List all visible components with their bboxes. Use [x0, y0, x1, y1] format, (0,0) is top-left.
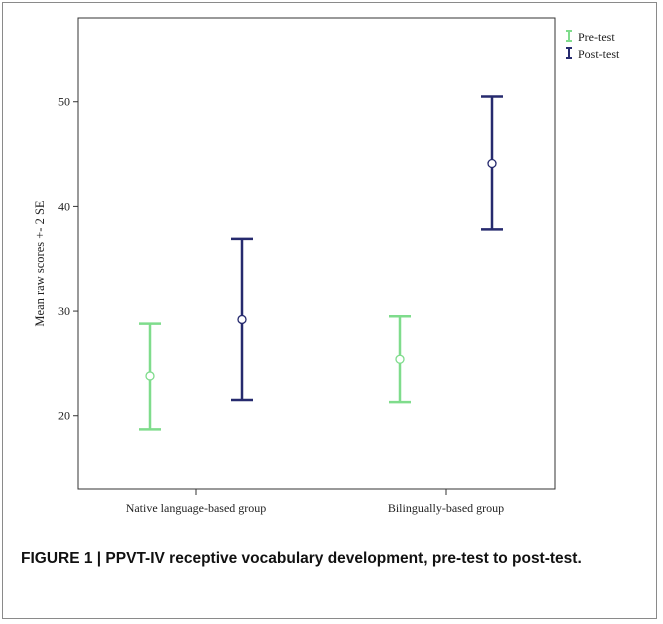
y-tick-label: 40	[58, 199, 70, 213]
legend-label: Pre-test	[578, 30, 615, 44]
mean-marker	[237, 314, 247, 325]
x-tick-label: Bilingually-based group	[388, 501, 504, 515]
plot-frame	[77, 17, 556, 490]
y-tick-label: 30	[58, 304, 70, 318]
y-tick-label: 50	[58, 95, 70, 109]
mean-marker	[145, 371, 155, 381]
mean-marker	[395, 354, 405, 364]
x-tick-label: Native language-based group	[126, 501, 267, 515]
y-tick-label: 20	[58, 409, 70, 423]
mean-marker	[487, 158, 497, 169]
figure-panel: 20 30 40 50 Native language-based group Bilin…	[2, 2, 657, 619]
y-axis-label: Mean raw scores +- 2 SE	[33, 200, 47, 326]
error-bar-chart: 20 30 40 50 Native language-based group Bilin…	[33, 17, 620, 515]
figure-caption: FIGURE 1 | PPVT-IV receptive vocabulary …	[21, 550, 582, 567]
legend-label: Post-test	[578, 47, 620, 61]
